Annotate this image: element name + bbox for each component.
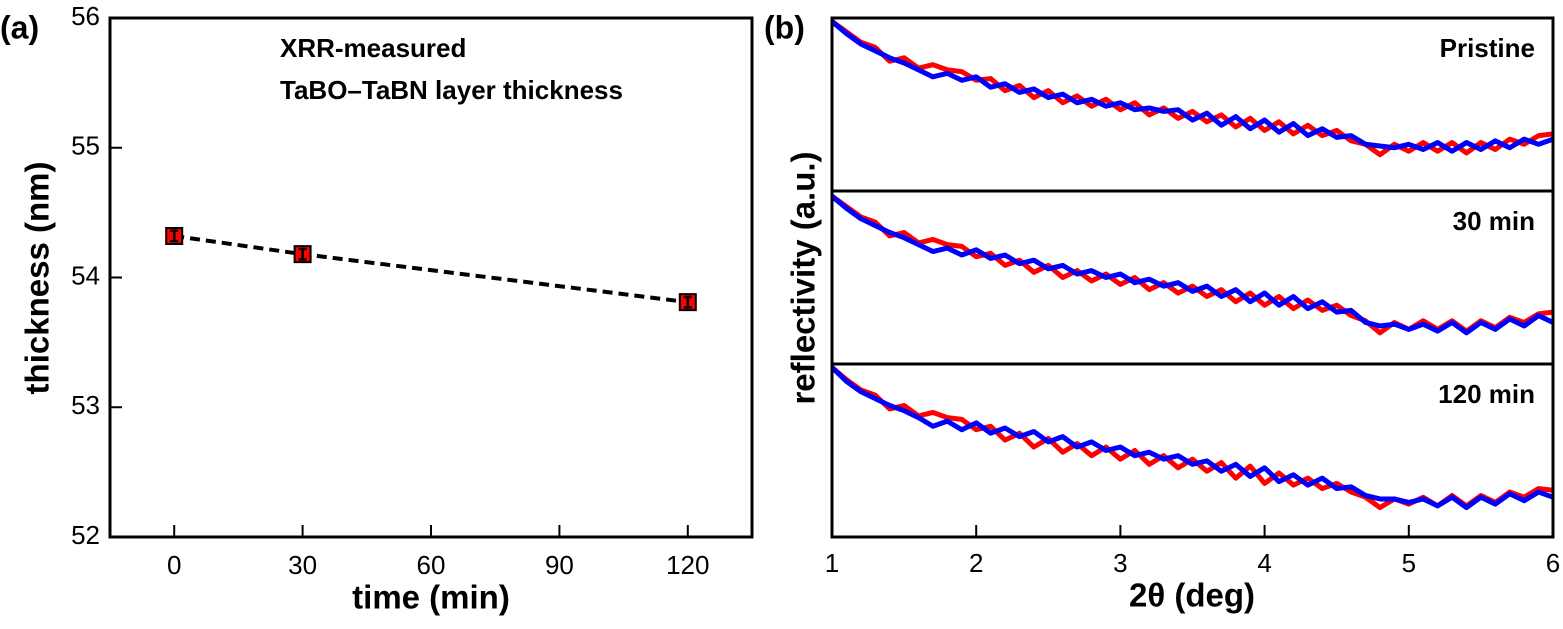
x-tick-label: 60 [417,550,446,580]
panel-label: (b) [764,9,805,45]
x-axis-label: time (min) [352,579,510,616]
y-tick-label: 56 [71,1,100,31]
y-axis-label: reflectivity (a.u.) [785,151,822,404]
annotation: XRR-measured [280,33,466,63]
error-bar [683,295,692,309]
x-tick-label: 0 [167,550,181,580]
panel-label: (a) [0,9,39,45]
x-tick-label: 6 [1546,548,1560,578]
x-tick-label: 2 [969,548,983,578]
x-tick-label: 1 [825,548,839,578]
reflectivity-curve [830,194,1555,336]
y-axis-label: thickness (nm) [19,162,56,395]
reflectivity-curve [830,19,1554,154]
plot-frame [108,16,754,539]
panel-title: 30 min [1453,206,1535,236]
x-tick-label: 3 [1113,548,1127,578]
x-tick-label: 30 [288,550,317,580]
x-axis-label: 2θ (deg) [1129,577,1255,614]
x-tick-label: 90 [545,550,574,580]
reflectivity-curve [830,365,1554,511]
x-tick-label: 4 [1257,548,1271,578]
reflectivity-curve [830,194,1554,336]
y-tick-label: 53 [71,390,100,420]
trend-line [173,233,689,305]
y-tick-label: 55 [71,131,100,161]
x-tick-label: 5 [1402,548,1416,578]
reflectivity-curve [830,19,1554,158]
y-tick-label: 54 [71,260,100,290]
error-bar [170,229,179,243]
error-bar [298,247,307,261]
annotation: TaBO–TaBN layer thickness [280,75,623,105]
x-tick-label: 120 [666,550,709,580]
panel-title: 120 min [1438,379,1535,409]
panel-title: Pristine [1440,33,1535,63]
y-tick-label: 52 [71,520,100,550]
plot-frame [830,16,1555,539]
